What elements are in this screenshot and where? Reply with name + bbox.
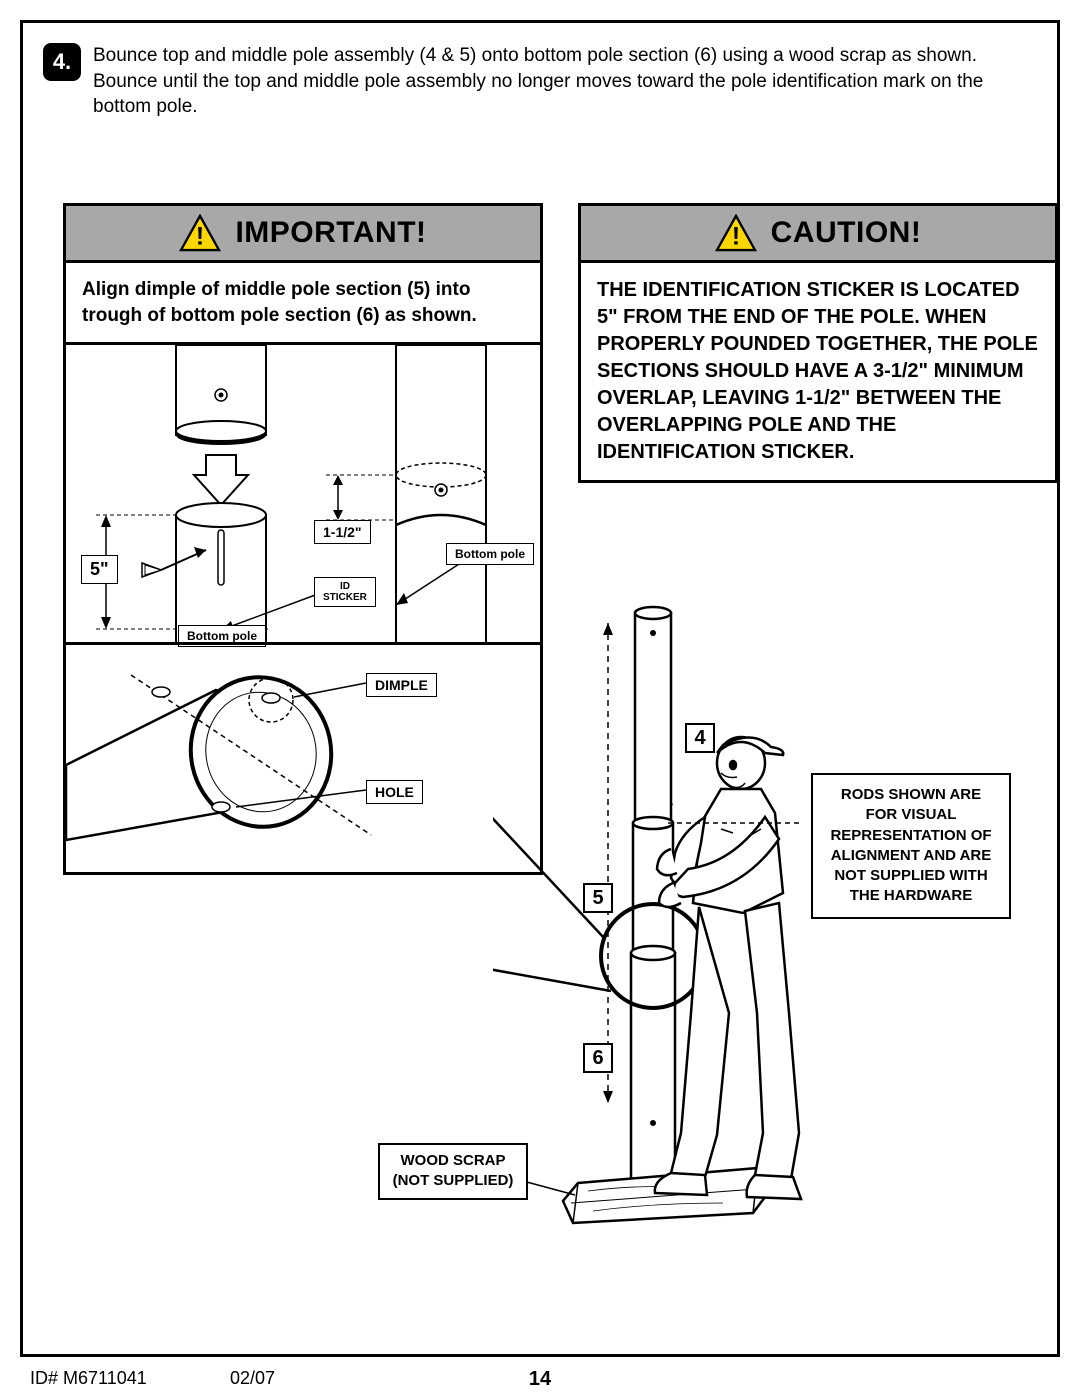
step-number-badge: 4. (43, 43, 81, 81)
important-title: IMPORTANT! (235, 216, 426, 250)
important-callout: ! IMPORTANT! Align dimple of middle pole… (63, 203, 543, 875)
caution-callout: ! CAUTION! THE IDENTIFICATION STICKER IS… (578, 203, 1058, 483)
five-inch-label: 5" (81, 555, 118, 584)
important-diagram-bottom: DIMPLE HOLE (66, 642, 540, 872)
caution-title: CAUTION! (771, 216, 922, 250)
main-assembly-diagram: 4 5 6 RODS SHOWN ARE FOR VISUAL REPRESEN… (493, 573, 1053, 1273)
pole-label-6: 6 (583, 1043, 613, 1073)
footer-date: 02/07 (230, 1368, 275, 1389)
page-footer: ID# M6711041 02/07 14 (30, 1368, 1050, 1389)
pole-label-4: 4 (685, 723, 715, 753)
caution-header: ! CAUTION! (581, 206, 1055, 263)
caution-body-text: THE IDENTIFICATION STICKER IS LOCATED 5"… (581, 263, 1055, 480)
id-sticker-line1: ID (323, 581, 367, 592)
pole-label-5: 5 (583, 883, 613, 913)
id-sticker-label: ID STICKER (314, 577, 376, 607)
dimple-label: DIMPLE (366, 673, 437, 697)
step-text: Bounce top and middle pole assembly (4 &… (93, 43, 1037, 120)
warning-icon: ! (715, 214, 757, 252)
wood-scrap-label: WOOD SCRAP (NOT SUPPLIED) (378, 1143, 528, 1200)
one-half-label: 1-1/2" (314, 520, 371, 544)
hole-label: HOLE (366, 780, 423, 804)
svg-text:!: ! (732, 223, 740, 250)
page-frame: 4. Bounce top and middle pole assembly (… (20, 20, 1060, 1357)
rods-note: RODS SHOWN ARE FOR VISUAL REPRESENTATION… (811, 773, 1011, 919)
step-4: 4. Bounce top and middle pole assembly (… (43, 43, 1037, 120)
svg-text:!: ! (196, 223, 204, 250)
important-header: ! IMPORTANT! (66, 206, 540, 263)
warning-icon: ! (179, 214, 221, 252)
important-diagram-top: 5" 1-1/2" Bottom pole Bottom pole ID STI… (66, 342, 540, 642)
footer-page-number: 14 (529, 1368, 551, 1391)
important-body-text: Align dimple of middle pole section (5) … (66, 263, 540, 342)
footer-id: ID# M6711041 (30, 1368, 147, 1389)
bottom-pole-label-right: Bottom pole (446, 543, 534, 565)
id-sticker-line2: STICKER (323, 592, 367, 603)
